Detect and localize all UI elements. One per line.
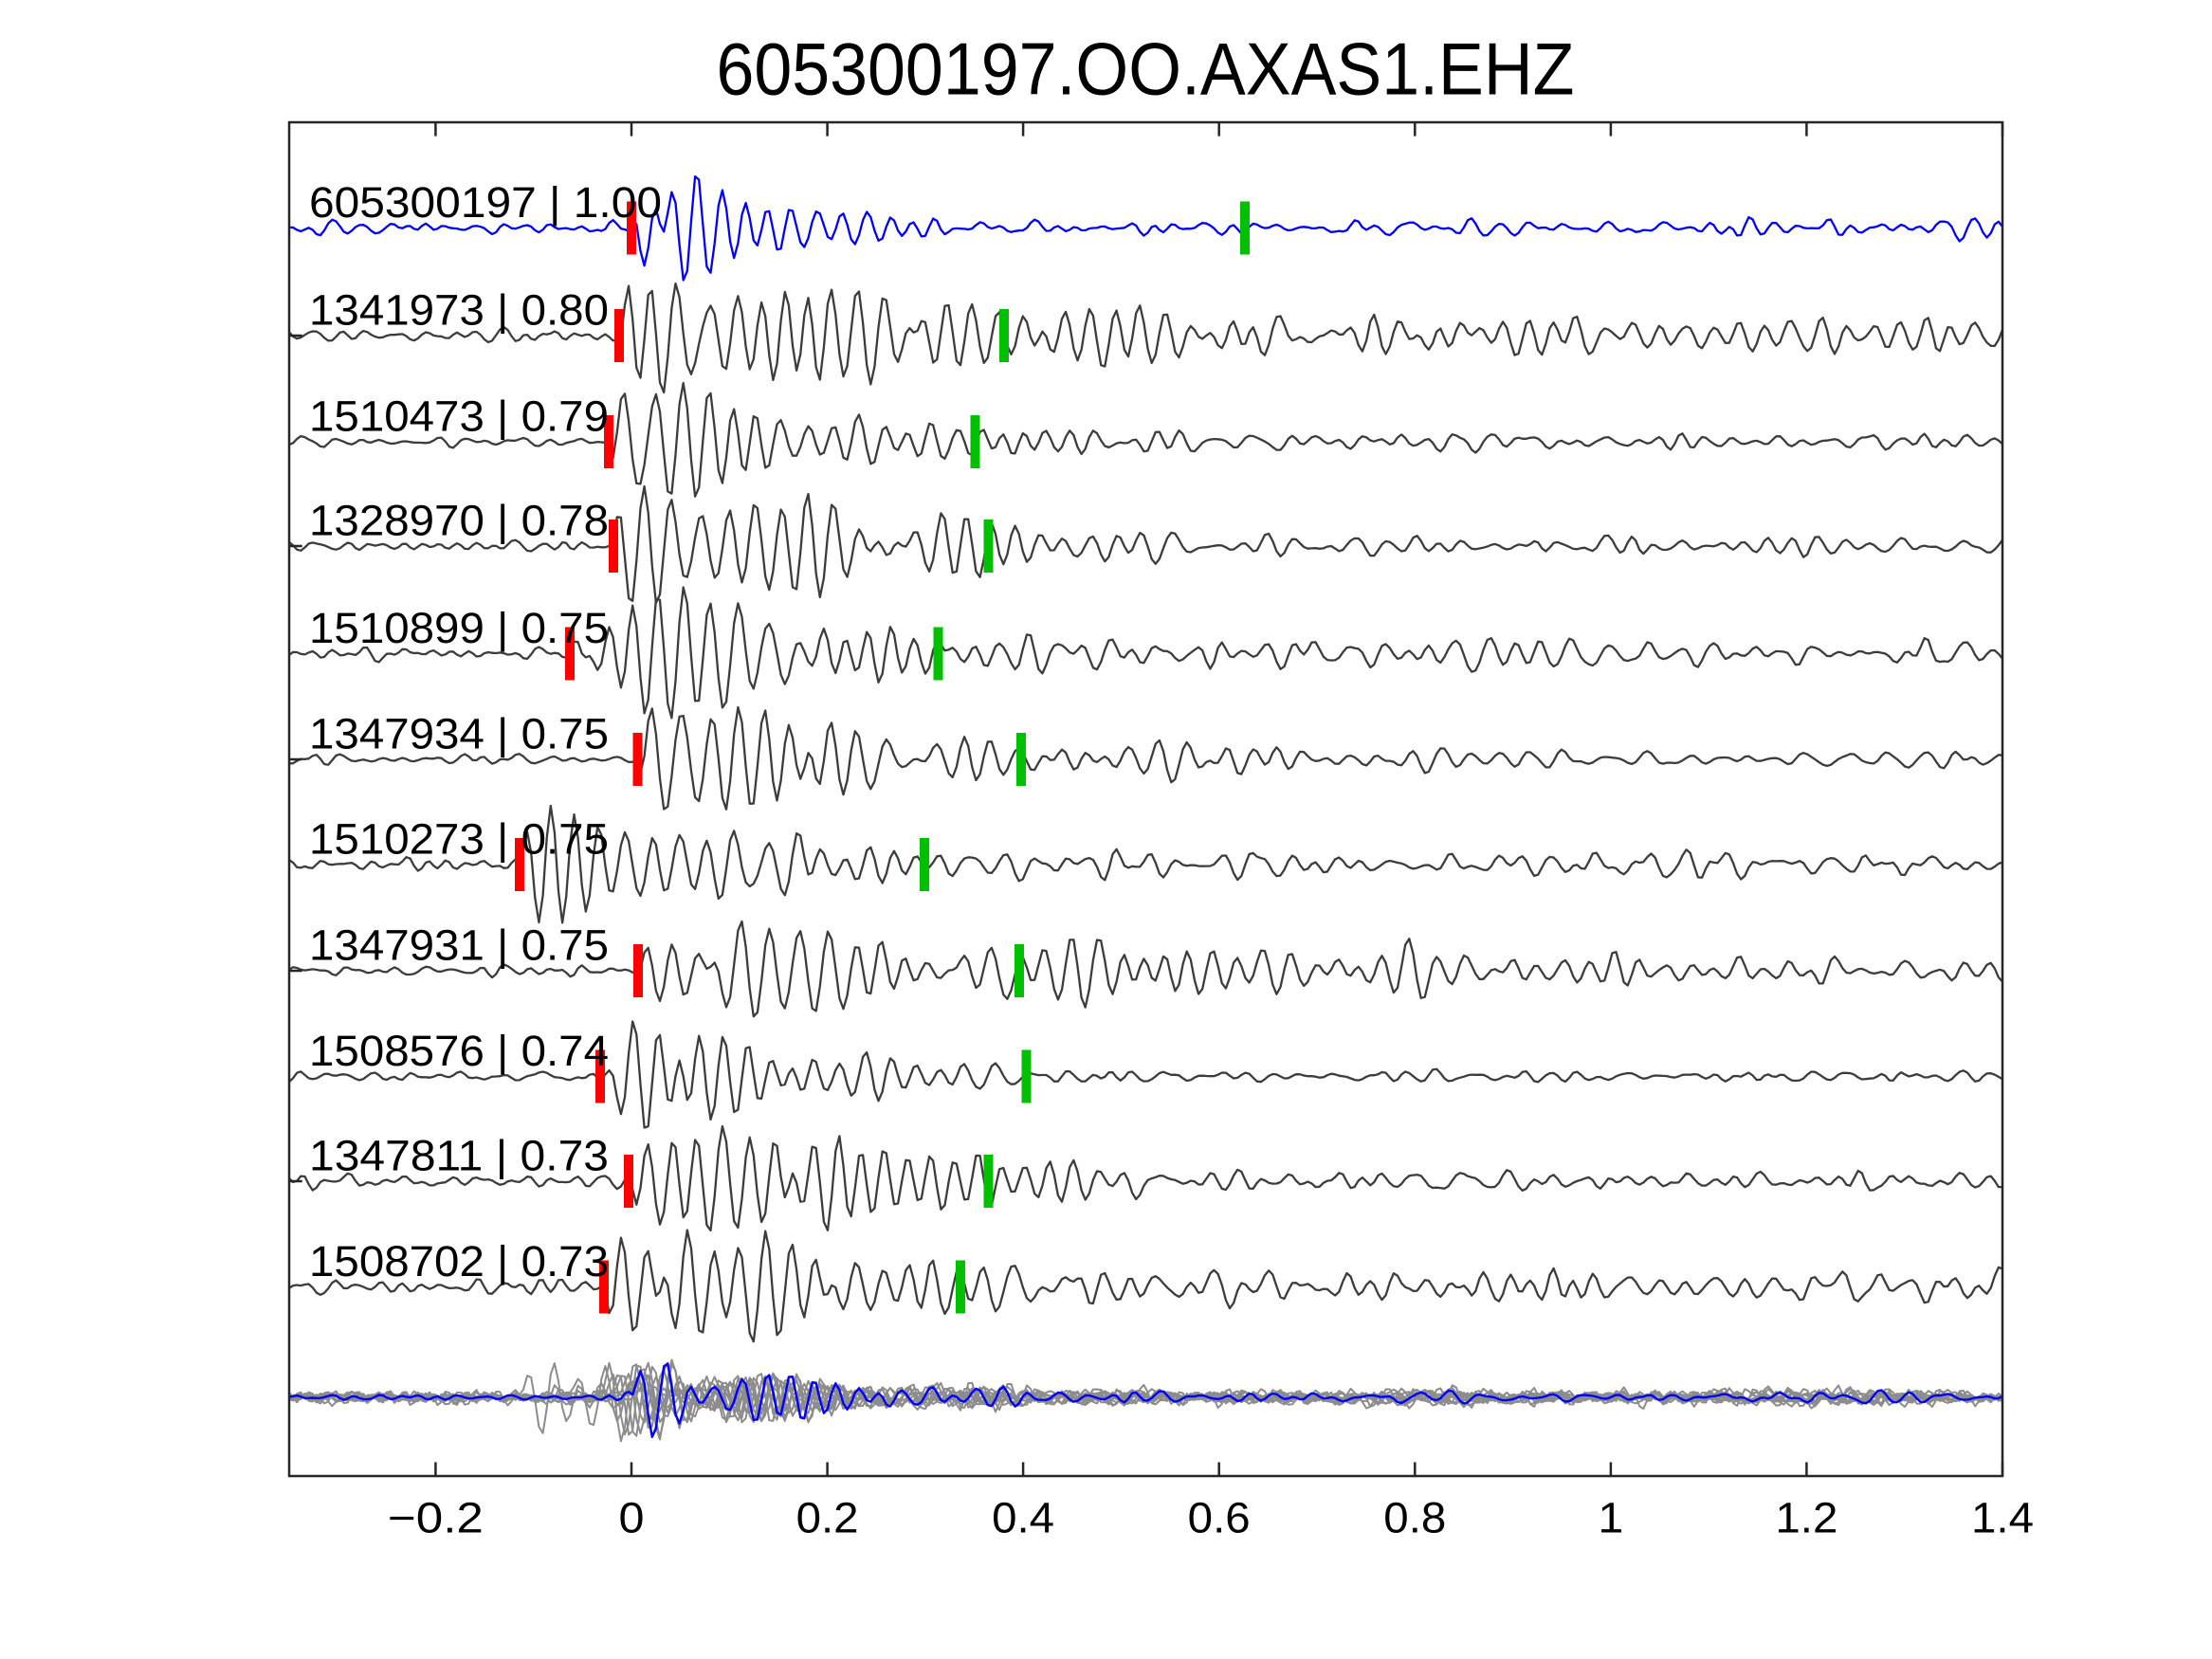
svg-text:1347931 | 0.75: 1347931 | 0.75 — [309, 921, 609, 970]
svg-text:1328970 | 0.78: 1328970 | 0.78 — [309, 497, 609, 545]
svg-text:1508702 | 0.73: 1508702 | 0.73 — [309, 1237, 609, 1285]
svg-text:0: 0 — [619, 1494, 645, 1542]
svg-text:0.2: 0.2 — [796, 1494, 859, 1542]
svg-text:1510473 | 0.79: 1510473 | 0.79 — [309, 392, 609, 441]
svg-text:1510899 | 0.75: 1510899 | 0.75 — [309, 604, 609, 652]
svg-text:605300197 | 1.00: 605300197 | 1.00 — [309, 178, 662, 227]
svg-text:1347811 | 0.73: 1347811 | 0.73 — [309, 1132, 609, 1180]
svg-text:0.8: 0.8 — [1383, 1494, 1446, 1542]
svg-text:605300197.OO.AXAS1.EHZ: 605300197.OO.AXAS1.EHZ — [717, 27, 1575, 111]
svg-text:0.4: 0.4 — [992, 1494, 1054, 1542]
svg-text:1.2: 1.2 — [1775, 1494, 1837, 1542]
svg-text:1.4: 1.4 — [1971, 1494, 2034, 1542]
svg-text:1508576 | 0.74: 1508576 | 0.74 — [309, 1027, 609, 1075]
svg-text:1347934 | 0.75: 1347934 | 0.75 — [309, 710, 609, 758]
svg-text:1341973 | 0.80: 1341973 | 0.80 — [309, 286, 609, 335]
svg-text:1: 1 — [1598, 1494, 1623, 1542]
svg-text:1510273 | 0.75: 1510273 | 0.75 — [309, 815, 609, 864]
svg-text:0.6: 0.6 — [1188, 1494, 1251, 1542]
svg-text:−0.2: −0.2 — [388, 1494, 484, 1542]
